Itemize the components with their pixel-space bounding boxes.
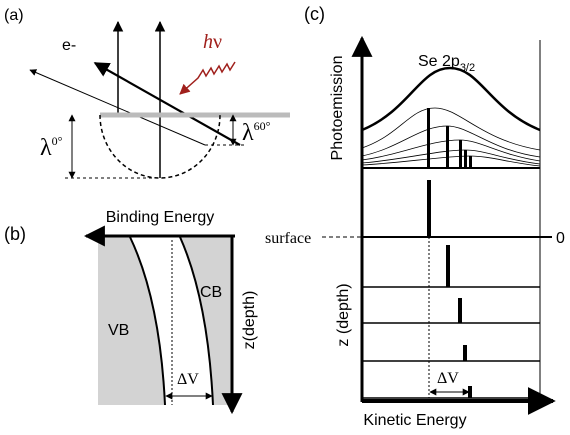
- spectrum: [361, 107, 541, 151]
- axis-label: z(depth): [241, 291, 258, 350]
- peak-bar: [464, 150, 467, 168]
- lambda-0: λ0°: [40, 134, 63, 161]
- panel-label: (a): [4, 7, 24, 24]
- arrow: [93, 62, 241, 146]
- zero-label: 0: [556, 230, 565, 247]
- peak-bar: [427, 108, 430, 168]
- cb-edge: [179, 236, 214, 406]
- panel-c: (c) Photoemission Se 2p3/2 0 z (depth) Δ…: [304, 4, 565, 429]
- axis-label: Photoemission: [329, 56, 346, 161]
- peak-label: Se 2p3/2: [418, 53, 475, 74]
- peak-bar: [463, 345, 467, 361]
- arrow: [29, 69, 206, 146]
- cb-label: CB: [200, 284, 222, 301]
- photon-label: hν: [203, 31, 222, 53]
- peak-bar: [446, 126, 449, 168]
- spectrum: [361, 155, 541, 167]
- peak-bar: [469, 156, 472, 168]
- photon-arrow: [179, 61, 236, 95]
- panel-a: (a) e- λ0° λ60° hν: [4, 7, 290, 179]
- peak-bar: [458, 298, 462, 323]
- lambda-60: λ60°: [242, 119, 271, 146]
- peak-bar: [427, 180, 431, 237]
- spectrum: [361, 125, 541, 158]
- panel-label: (b): [4, 224, 26, 244]
- spectrum: [361, 66, 541, 132]
- vb-edge: [129, 236, 166, 406]
- peak-bar: [468, 386, 472, 398]
- surface-label: surface: [265, 230, 311, 247]
- axis-label: z (depth): [335, 283, 352, 346]
- escape-circle: [99, 114, 221, 179]
- axis-label: Kinetic Energy: [363, 412, 466, 429]
- axis-label: Binding Energy: [106, 209, 215, 226]
- vb-label: VB: [108, 322, 129, 339]
- panel-b: (b) Binding Energy VB CB z(depth) ΔV sur…: [4, 209, 362, 415]
- peak-bar: [459, 140, 462, 168]
- electron-label: e-: [62, 37, 76, 54]
- peak-bar: [446, 245, 450, 287]
- delta-v: ΔV: [177, 371, 199, 388]
- delta-v: ΔV: [437, 370, 459, 387]
- panel-label: (c): [304, 4, 325, 24]
